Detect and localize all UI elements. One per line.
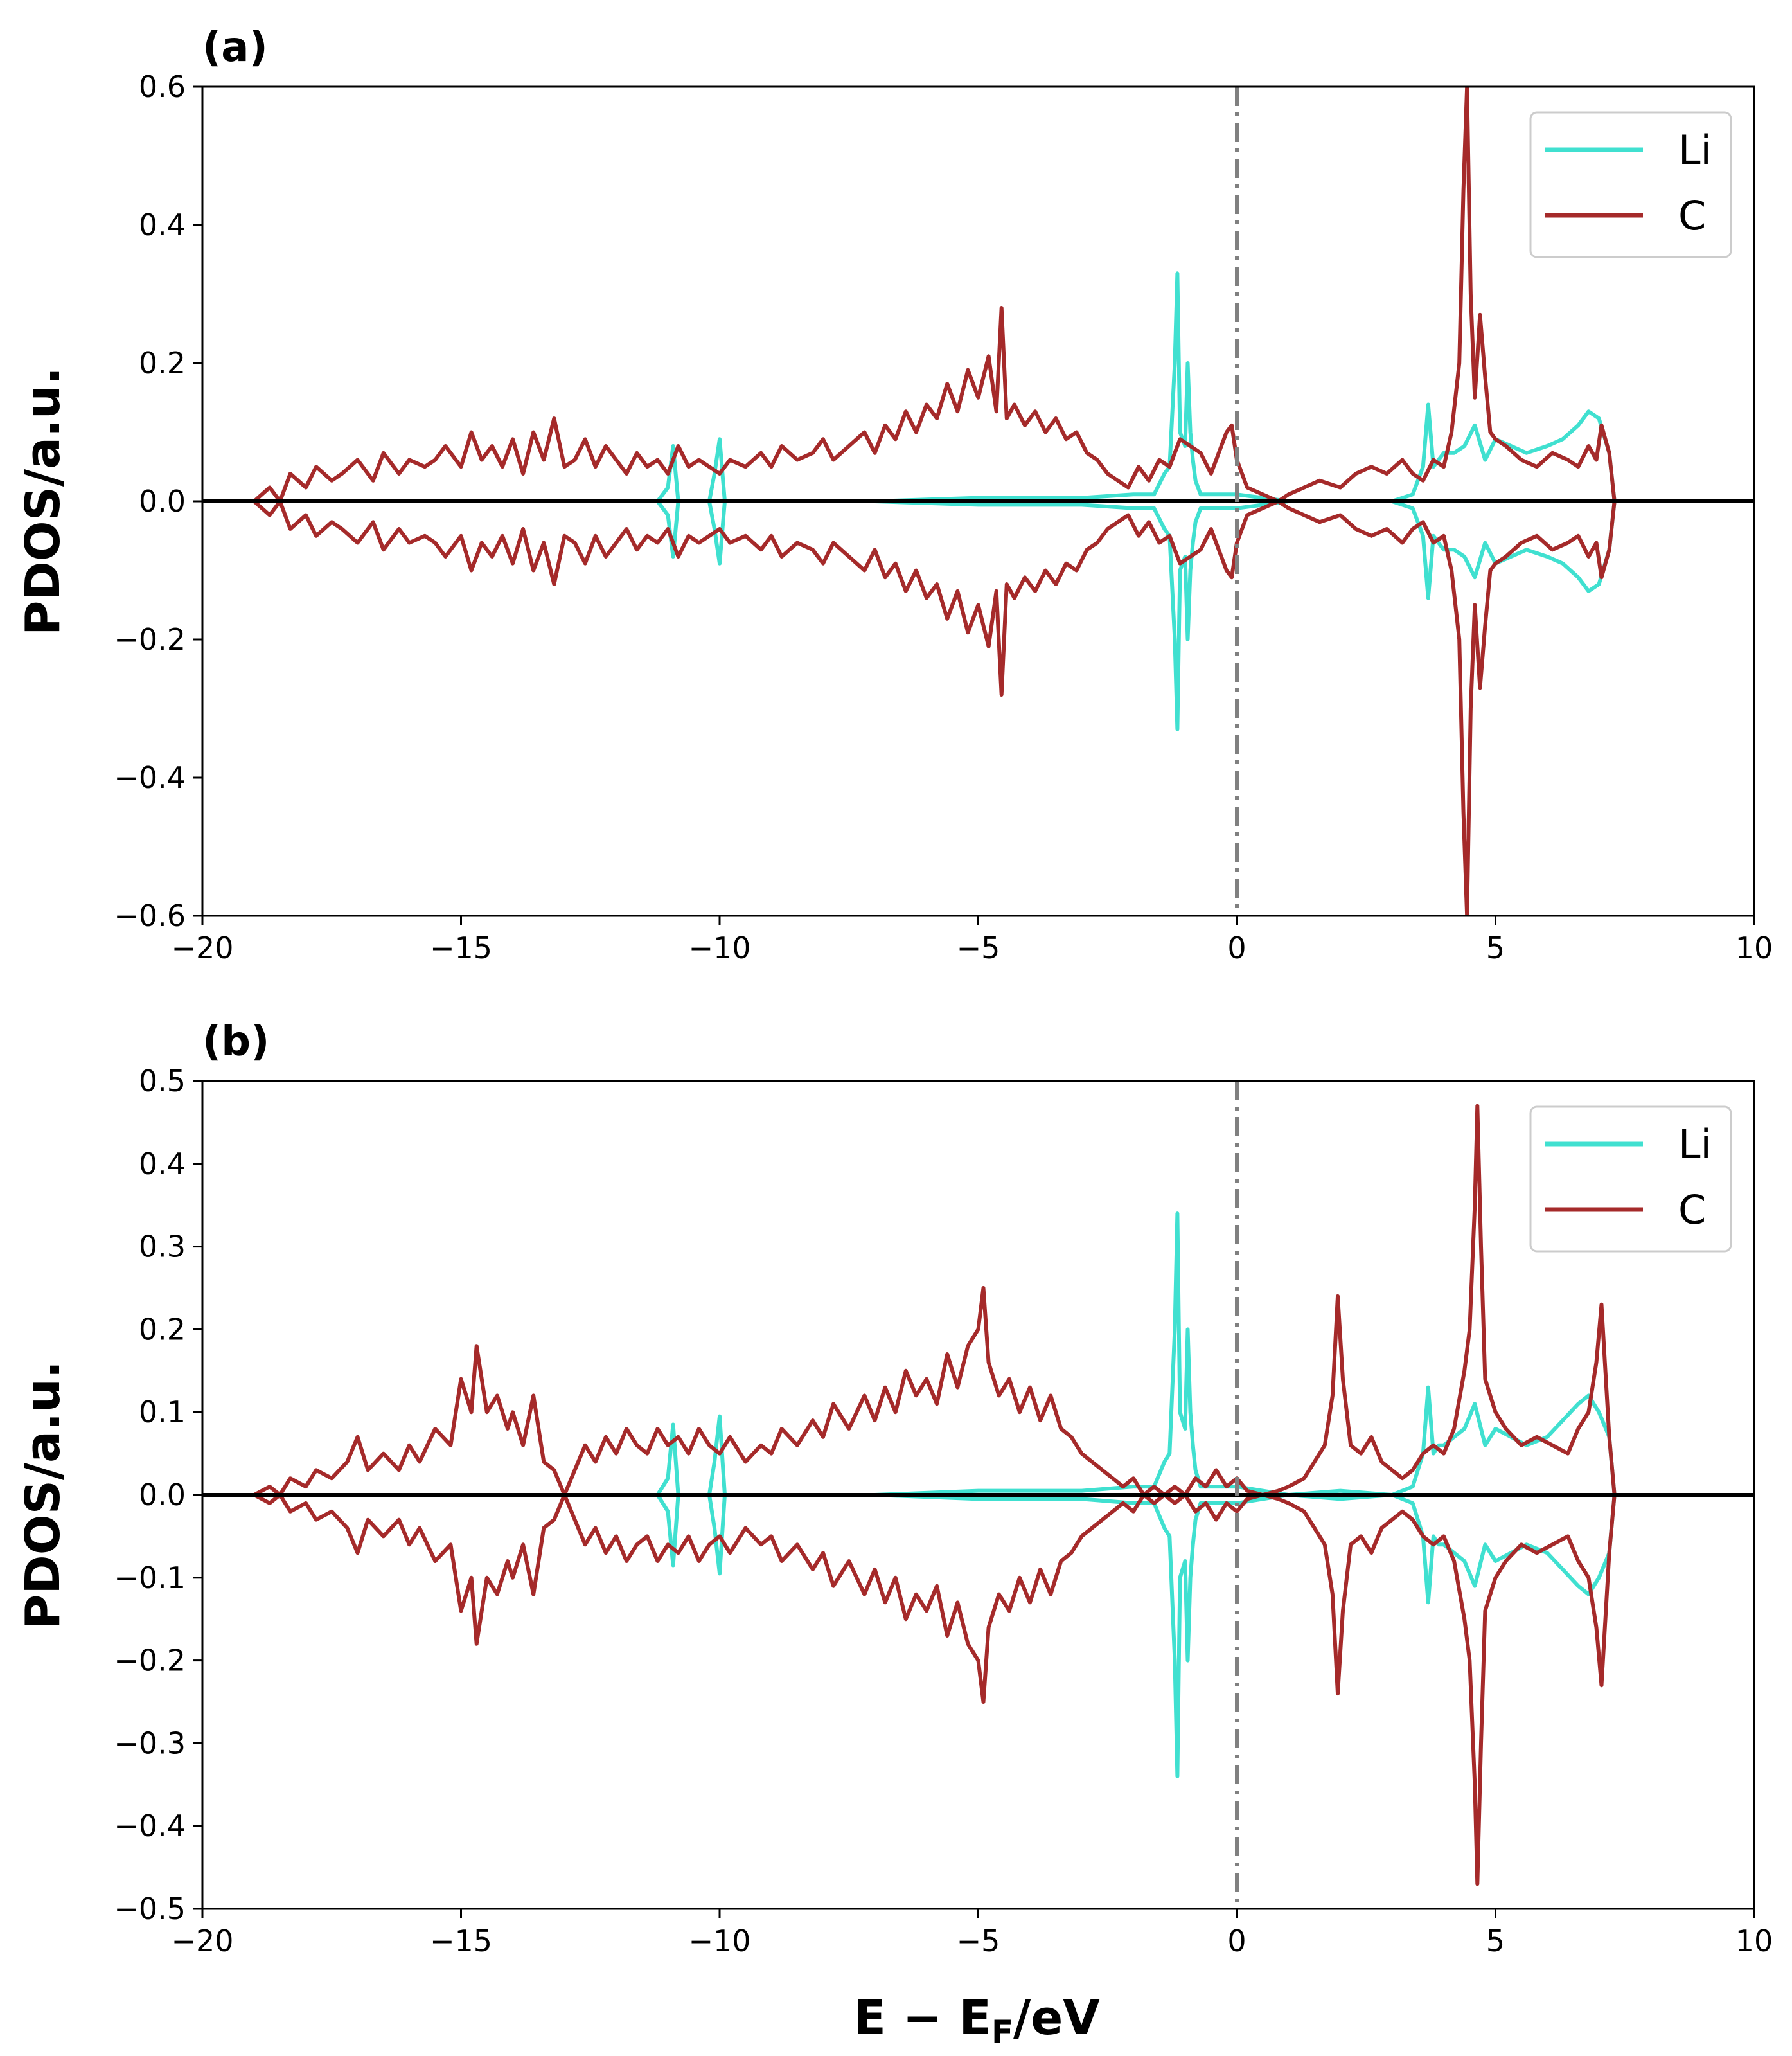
y-tick-label: 0.2 [139, 1312, 186, 1346]
x-tick-label: −10 [688, 931, 750, 965]
panel-b: (b) PDOS/a.u. −20 −15 −10 −5 0 5 10 −0.5 −0.4 −0.3 −… [15, 1018, 1773, 1958]
y-tick-label: 0.0 [139, 484, 186, 519]
y-tick-label: 0.3 [139, 1229, 186, 1264]
x-tick-label: −5 [957, 931, 1000, 965]
panel-a: (a) PDOS/a.u. −20 −15 −10 −5 0 5 10 −0.6 −0.4 −0.2 0… [15, 24, 1773, 965]
y-tick-label: −0.3 [114, 1726, 186, 1760]
y-tick-label: −0.1 [114, 1560, 186, 1595]
x-tick-label: 10 [1735, 1924, 1773, 1958]
x-axis-label-tail: /eV [1013, 1990, 1100, 2046]
series-line-c-spin-down [253, 1493, 1617, 1886]
y-axis-label: PDOS/a.u. [15, 367, 71, 636]
x-axis-label: E − EF/eV [853, 1990, 1099, 2051]
series-line-c-spin-up [253, 87, 1617, 503]
series-line-c-spin-down [253, 499, 1617, 916]
axes-frame [201, 1080, 1755, 1910]
y-tick-label: −0.4 [114, 1809, 186, 1843]
legend: Li C [1529, 111, 1732, 258]
x-tick-label: −20 [171, 1924, 233, 1958]
y-tick-label: 0.4 [139, 1147, 186, 1181]
y-tick-label: −0.5 [114, 1891, 186, 1926]
x-tick-label: −5 [957, 1924, 1000, 1958]
x-tick-label: 5 [1486, 1924, 1505, 1958]
x-tick-label: −15 [430, 1924, 492, 1958]
legend-label-c: C [1678, 1186, 1706, 1233]
x-axis-label-main: E − E [853, 1990, 991, 2046]
x-tick-label: −20 [171, 931, 233, 965]
x-tick-label: 0 [1227, 1924, 1246, 1958]
legend-label-c: C [1678, 192, 1706, 239]
x-tick-label: 10 [1735, 931, 1773, 965]
x-axis-label-sub: F [991, 2014, 1013, 2051]
x-tick-label: 0 [1227, 931, 1246, 965]
y-tick-label: 0.4 [139, 208, 186, 242]
y-tick-label: −0.4 [114, 760, 186, 795]
legend-label-li: Li [1678, 127, 1712, 174]
panel-label: (a) [202, 24, 268, 71]
y-axis-label: PDOS/a.u. [15, 1361, 71, 1629]
y-tick-label: 0.0 [139, 1478, 186, 1512]
y-tick-label: −0.6 [114, 898, 186, 933]
series-line-c-spin-up [253, 1104, 1617, 1497]
x-tick-label: 5 [1486, 931, 1505, 965]
axes-frame [201, 85, 1755, 917]
panel-label: (b) [202, 1018, 269, 1066]
y-tick-label: 0.2 [139, 346, 186, 380]
legend: Li C [1529, 1105, 1732, 1253]
y-tick-label: −0.2 [114, 1643, 186, 1678]
y-tick-label: 0.5 [139, 1064, 186, 1098]
legend-label-li: Li [1678, 1121, 1712, 1168]
y-tick-label: 0.1 [139, 1395, 186, 1429]
x-tick-label: −15 [430, 931, 492, 965]
y-tick-label: −0.2 [114, 622, 186, 657]
x-tick-label: −10 [688, 1924, 750, 1958]
y-tick-label: 0.6 [139, 69, 186, 104]
